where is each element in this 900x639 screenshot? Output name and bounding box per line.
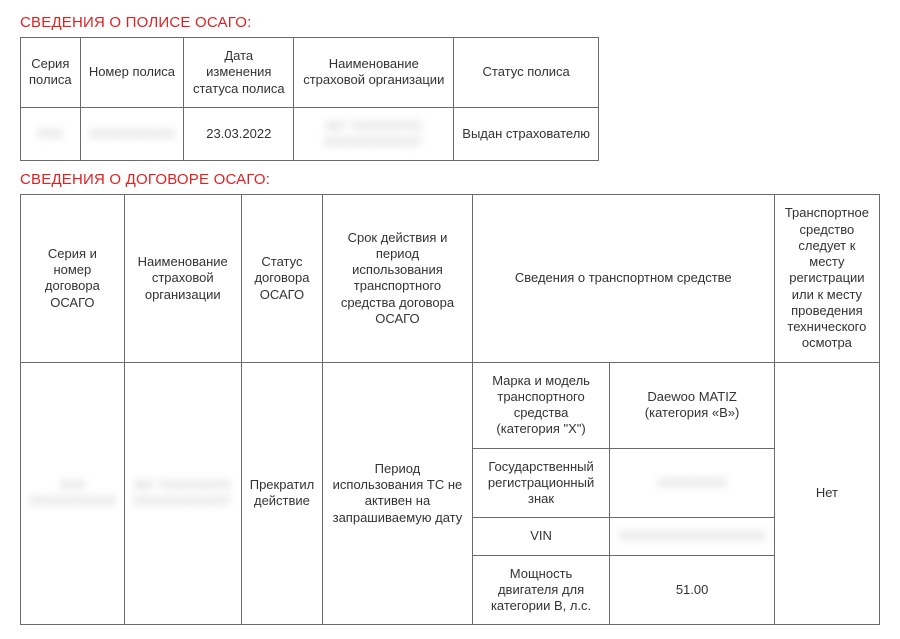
contract-period-cell: Период использования ТС не активен на за… — [323, 362, 473, 625]
contract-header-to-registration: Транспортное средство следует к месту ре… — [774, 195, 879, 362]
vehicle-make-model-label: Марка и модель транспортного средства (к… — [472, 362, 610, 448]
policy-insurer-cell: АО "XXXXXXXX XXXXXXXXXXX" — [294, 107, 454, 161]
policy-header-number: Номер полиса — [80, 38, 184, 108]
contract-section-title: СВЕДЕНИЯ О ДОГОВОРЕ ОСАГО: — [20, 171, 880, 188]
contract-table: Серия и номер договора ОСАГО Наименовани… — [20, 194, 880, 625]
policy-header-series: Серия полиса — [21, 38, 81, 108]
vehicle-power-value: 51.00 — [610, 555, 774, 625]
policy-series-cell: XXX — [21, 107, 81, 161]
contract-series-number-cell: XXX XXXXXXXXXX — [21, 362, 125, 625]
policy-table: Серия полиса Номер полиса Дата изменения… — [20, 37, 599, 161]
policy-section-title: СВЕДЕНИЯ О ПОЛИСЕ ОСАГО: — [20, 14, 880, 31]
policy-data-row: XXX XXXXXXXXXX 23.03.2022 АО "XXXXXXXX X… — [21, 107, 599, 161]
vehicle-reg-plate-value: XXXXXXXX — [610, 448, 774, 518]
contract-header-period: Срок действия и период использования тра… — [323, 195, 473, 362]
vehicle-power-label: Мощность двигателя для категории B, л.с. — [472, 555, 610, 625]
vehicle-make-model-value: Daewoo MATIZ (категория «B») — [610, 362, 774, 448]
policy-header-status-date: Дата изменения статуса полиса — [184, 38, 294, 108]
contract-data-row-1: XXX XXXXXXXXXX АО "XXXXXXXX XXXXXXXXXXX"… — [21, 362, 880, 448]
contract-status-cell: Прекратил действие — [241, 362, 322, 625]
contract-header-row: Серия и номер договора ОСАГО Наименовани… — [21, 195, 880, 362]
policy-header-row: Серия полиса Номер полиса Дата изменения… — [21, 38, 599, 108]
vehicle-reg-plate-label: Государственный регистрационный знак — [472, 448, 610, 518]
contract-insurer-cell: АО "XXXXXXXX XXXXXXXXXXX" — [124, 362, 241, 625]
policy-header-status: Статус полиса — [454, 38, 599, 108]
policy-status-cell: Выдан страхователю — [454, 107, 599, 161]
vehicle-vin-value: XXXXXXXXXXXXXXXXX — [610, 518, 774, 555]
contract-header-status: Статус договора ОСАГО — [241, 195, 322, 362]
contract-header-insurer: Наименование страховой организации — [124, 195, 241, 362]
contract-header-series-number: Серия и номер договора ОСАГО — [21, 195, 125, 362]
vehicle-vin-label: VIN — [472, 518, 610, 555]
policy-header-insurer: Наименование страховой организации — [294, 38, 454, 108]
policy-number-cell: XXXXXXXXXX — [80, 107, 184, 161]
policy-status-date-cell: 23.03.2022 — [184, 107, 294, 161]
contract-to-registration-cell: Нет — [774, 362, 879, 625]
contract-header-vehicle-info: Сведения о транспортном средстве — [472, 195, 774, 362]
